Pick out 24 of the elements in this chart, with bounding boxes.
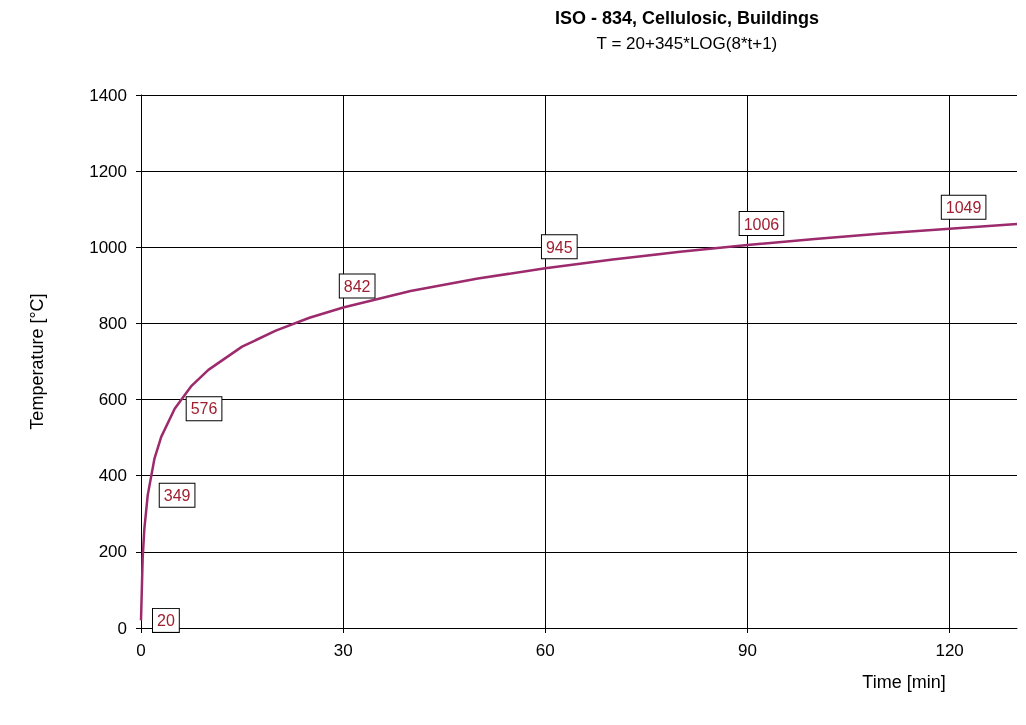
x-tick-label: 30	[333, 641, 353, 660]
y-tick-label: 1400	[89, 85, 127, 105]
data-label: 842	[343, 277, 371, 295]
y-tick-label: 1000	[89, 237, 127, 257]
y-tick-label: 1200	[89, 161, 127, 181]
y-tick-label: 0	[117, 618, 127, 638]
data-label: 576	[190, 400, 218, 418]
y-axis-title: Temperature [°C]	[27, 293, 47, 430]
data-label: 945	[545, 238, 573, 256]
chart-subtitle: T = 20+345*LOG(8*t+1)	[596, 34, 778, 53]
data-label: 20	[157, 611, 175, 629]
data-label: 1049	[945, 199, 982, 217]
x-tick-label: 90	[738, 641, 757, 660]
y-tick-label: 200	[98, 542, 127, 562]
x-tick-label: 0	[136, 641, 146, 660]
x-axis-title: Time [min]	[862, 672, 946, 692]
y-tick-label: 600	[98, 390, 127, 410]
chart-title: ISO - 834, Cellulosic, Buildings	[554, 8, 819, 28]
data-label: 1006	[743, 215, 780, 233]
y-tick-label: 400	[98, 466, 127, 486]
y-tick-label: 800	[98, 313, 127, 333]
data-label: 349	[163, 486, 191, 504]
x-tick-label: 60	[535, 641, 555, 660]
x-tick-label: 120	[935, 641, 964, 660]
